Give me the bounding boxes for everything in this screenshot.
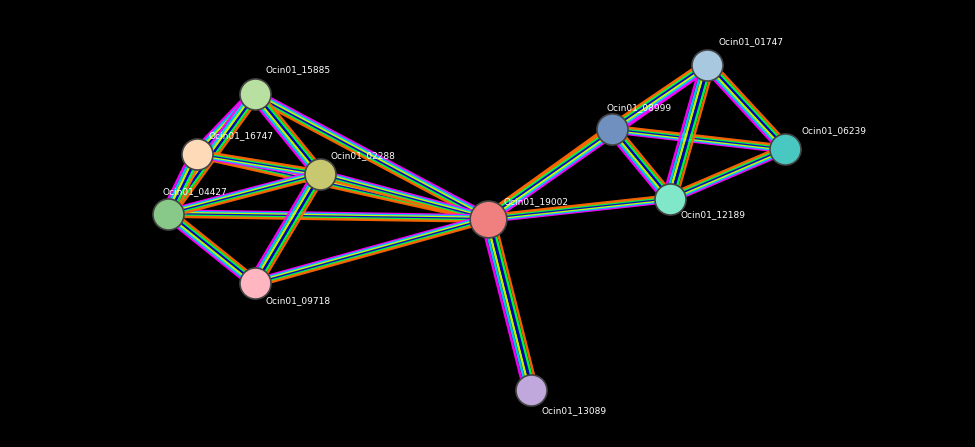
Text: Ocin01_04427: Ocin01_04427 [163, 187, 227, 196]
Point [778, 145, 794, 152]
Point [700, 61, 716, 68]
Text: Ocin01_16747: Ocin01_16747 [208, 131, 273, 140]
Text: Ocin01_15885: Ocin01_15885 [265, 66, 331, 75]
Point [523, 386, 538, 393]
Text: Ocin01_02288: Ocin01_02288 [331, 151, 395, 160]
Text: Ocin01_12189: Ocin01_12189 [681, 211, 745, 219]
Text: Ocin01_13089: Ocin01_13089 [542, 406, 606, 415]
Point [480, 215, 495, 222]
Text: Ocin01_01747: Ocin01_01747 [719, 37, 783, 46]
Point [247, 279, 262, 287]
Text: Ocin01_09718: Ocin01_09718 [265, 296, 331, 305]
Point [160, 210, 176, 217]
Point [312, 170, 328, 177]
Point [247, 91, 262, 98]
Point [189, 150, 205, 157]
Text: Ocin01_08999: Ocin01_08999 [606, 103, 672, 112]
Point [604, 126, 620, 133]
Text: Ocin01_06239: Ocin01_06239 [801, 126, 867, 135]
Text: Ocin01_19002: Ocin01_19002 [504, 197, 568, 206]
Point [662, 195, 678, 202]
